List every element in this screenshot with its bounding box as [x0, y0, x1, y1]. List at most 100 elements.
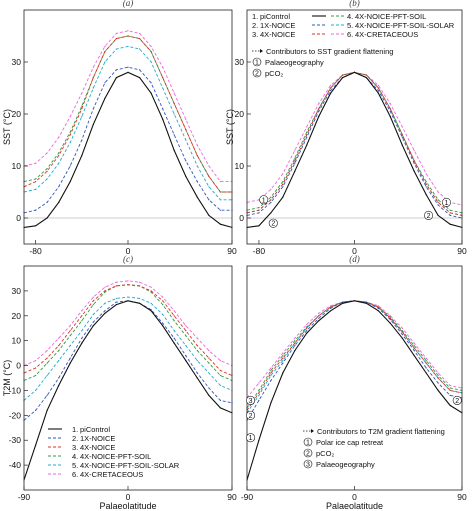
data-point — [185, 129, 187, 131]
data-point — [219, 223, 221, 225]
data-point — [46, 362, 48, 364]
data-point — [413, 162, 415, 164]
data-point — [46, 409, 48, 411]
data-point — [330, 84, 332, 86]
data-point — [219, 181, 221, 183]
data-point — [139, 281, 141, 283]
data-point — [81, 92, 83, 94]
data-point — [318, 108, 320, 110]
data-point — [81, 315, 83, 317]
data-point — [104, 310, 106, 312]
data-point — [425, 183, 427, 185]
data-point — [139, 77, 141, 79]
data-point — [46, 394, 48, 396]
data-point — [425, 186, 427, 188]
series-line-4x-noice-pft-soil — [24, 284, 232, 381]
data-point — [104, 97, 106, 99]
contributor-key-arrow — [311, 429, 314, 433]
data-point — [219, 374, 221, 377]
data-point — [150, 51, 152, 53]
data-point — [46, 374, 48, 377]
data-point — [282, 196, 284, 198]
x-axis-label: Palaeolatitude — [326, 501, 383, 511]
data-point — [425, 360, 427, 362]
legend-number: 1. — [252, 12, 258, 21]
contributor-number: 3 — [306, 462, 310, 469]
data-point — [69, 116, 71, 118]
legend-number: 4. — [347, 12, 353, 21]
data-point — [139, 32, 141, 35]
data-point — [69, 134, 71, 136]
data-point — [150, 291, 152, 293]
data-point — [282, 362, 284, 364]
legend-number: 4. — [72, 452, 78, 461]
data-point — [196, 165, 198, 167]
data-point — [35, 178, 37, 180]
data-point — [139, 302, 141, 304]
data-point — [92, 321, 94, 323]
data-point — [389, 103, 391, 105]
data-point — [139, 297, 141, 299]
y-tick-label: 0 — [239, 213, 244, 223]
data-point — [294, 162, 296, 164]
data-point — [81, 342, 83, 344]
x-tick-label: 0 — [352, 246, 357, 256]
data-point — [35, 367, 37, 369]
data-point — [318, 312, 320, 314]
y-tick-label: 0 — [16, 361, 21, 371]
panel-label: (a) — [123, 0, 134, 8]
data-point — [306, 330, 308, 332]
data-point — [318, 110, 320, 112]
data-point — [92, 77, 94, 79]
series-line-1x-noice — [24, 300, 232, 421]
data-point — [413, 350, 415, 352]
series-line-4x-cretaceous — [24, 280, 232, 367]
data-point — [185, 355, 187, 357]
data-point — [196, 196, 198, 198]
data-point — [365, 74, 367, 76]
data-point — [92, 123, 94, 125]
data-point — [150, 45, 152, 48]
y-tick-label: -30 — [9, 435, 22, 445]
data-point — [208, 214, 210, 216]
data-point — [389, 322, 391, 324]
y-tick-label: -40 — [9, 460, 22, 470]
marker-number: 2 — [427, 213, 431, 220]
panel-label: (b) — [349, 0, 360, 8]
y-tick-label: 10 — [12, 336, 22, 346]
data-point — [162, 108, 164, 110]
data-point — [208, 387, 210, 389]
data-point — [353, 71, 356, 73]
data-point — [173, 103, 175, 105]
data-point — [162, 304, 164, 306]
data-point — [377, 310, 379, 312]
data-point — [104, 302, 106, 304]
data-point — [196, 350, 198, 352]
data-point — [306, 126, 308, 128]
data-point — [377, 87, 379, 89]
data-point — [258, 392, 260, 394]
data-point — [69, 362, 71, 364]
data-point — [46, 170, 48, 172]
data-point — [162, 66, 164, 68]
data-point — [437, 204, 439, 206]
data-point — [258, 199, 260, 201]
y-tick-label: 30 — [12, 286, 22, 296]
data-point — [58, 384, 60, 387]
data-point — [92, 300, 94, 302]
data-point — [92, 304, 94, 306]
data-point — [58, 360, 60, 362]
data-point — [270, 199, 272, 201]
data-point — [330, 87, 332, 89]
series-line-picontrol — [247, 71, 462, 228]
data-point — [258, 207, 260, 209]
y-tick-label: 20 — [235, 109, 245, 119]
data-point — [401, 333, 403, 335]
data-point — [81, 310, 83, 312]
data-point — [127, 71, 129, 73]
data-point — [449, 212, 451, 214]
panel-label: (d) — [349, 254, 360, 264]
data-point — [173, 342, 175, 344]
y-tick-label: 20 — [12, 311, 22, 321]
data-point — [162, 296, 164, 298]
